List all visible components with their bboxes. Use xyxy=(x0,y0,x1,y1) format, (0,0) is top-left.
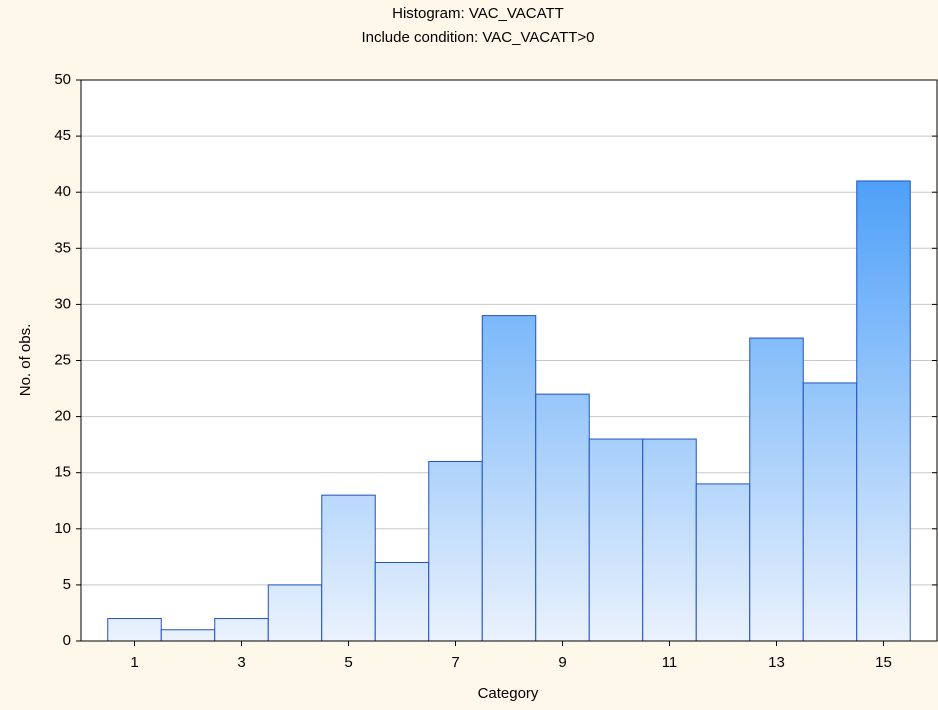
bar xyxy=(321,494,376,642)
bar xyxy=(160,629,216,642)
bar xyxy=(749,337,804,642)
y-tick-label: 20 xyxy=(54,408,71,425)
x-tick-label: 13 xyxy=(768,654,785,671)
bar xyxy=(107,618,162,642)
y-tick-label: 45 xyxy=(54,127,71,144)
bar xyxy=(588,438,644,642)
x-tick-label: 5 xyxy=(344,654,352,671)
bar xyxy=(428,460,483,642)
x-tick-label: 7 xyxy=(451,654,459,671)
y-tick-label: 40 xyxy=(54,183,71,200)
y-tick-label: 5 xyxy=(63,576,71,593)
y-tick-label: 30 xyxy=(54,295,71,312)
bar xyxy=(642,438,697,642)
chart-subtitle: Include condition: VAC_VACATT>0 xyxy=(361,29,594,46)
y-axis-label: No. of obs. xyxy=(17,324,34,397)
y-tick-label: 10 xyxy=(54,520,71,537)
x-tick-label: 3 xyxy=(237,654,245,671)
bar xyxy=(214,618,269,642)
x-tick-label: 1 xyxy=(130,654,138,671)
chart-title: Histogram: VAC_VACATT xyxy=(392,5,564,22)
x-tick-label: 15 xyxy=(875,654,892,671)
y-tick-label: 35 xyxy=(54,239,71,256)
y-tick-label: 50 xyxy=(54,71,71,88)
plot-frame xyxy=(80,79,938,642)
bar xyxy=(535,393,590,642)
y-tick-label: 15 xyxy=(54,464,71,481)
bar xyxy=(374,561,430,642)
bar xyxy=(267,584,323,642)
y-tick-label: 25 xyxy=(54,351,71,368)
x-axis-label: Category xyxy=(478,685,539,702)
x-tick-label: 9 xyxy=(558,654,566,671)
x-tick-label: 11 xyxy=(662,654,678,671)
bar xyxy=(802,382,858,642)
y-tick-label: 0 xyxy=(63,632,71,649)
bar xyxy=(695,483,751,642)
bar xyxy=(481,315,537,642)
bar xyxy=(856,180,911,642)
